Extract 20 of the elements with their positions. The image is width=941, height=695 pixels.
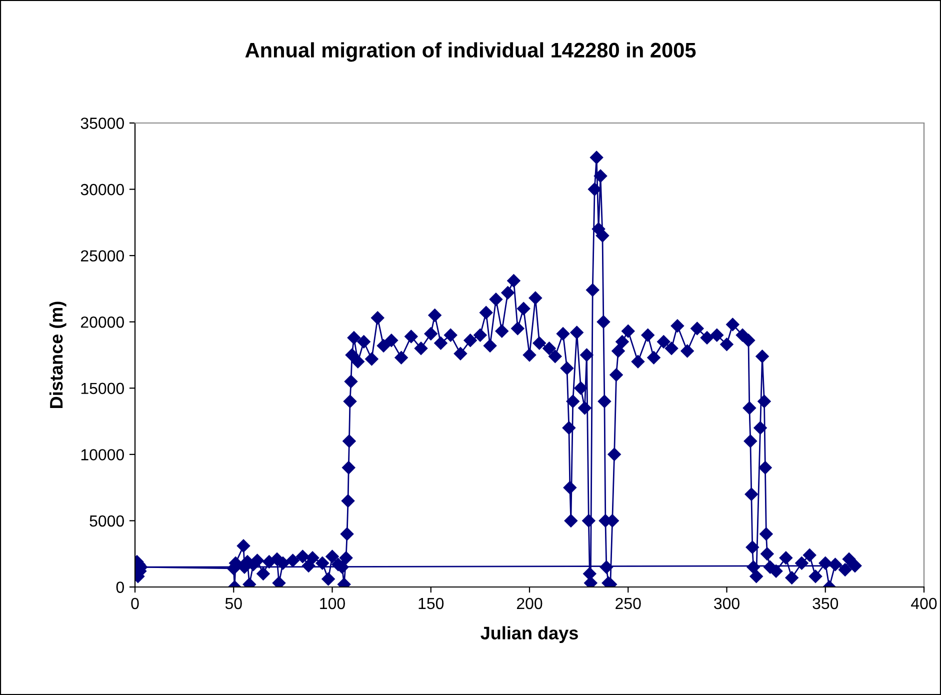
x-tick-label: 0	[131, 598, 139, 610]
x-tick-label: 300	[714, 598, 740, 610]
y-axis-title: Distance (m)	[49, 302, 66, 408]
y-tick-label: 10000	[81, 449, 124, 460]
x-tick-label: 400	[911, 598, 937, 610]
y-tick-label: 15000	[81, 382, 124, 394]
x-tick-label: 150	[418, 598, 444, 610]
x-axis-title: Julian days	[480, 626, 578, 644]
y-tick-label: 0	[116, 582, 124, 593]
y-tick-label: 5000	[90, 515, 124, 527]
y-tick-label: 20000	[80, 316, 124, 328]
y-tick-label: 35000	[80, 118, 124, 129]
x-tick-label: 50	[225, 598, 242, 610]
chart-title: Annual migration of individual 142280 in 2005	[245, 42, 696, 62]
x-tick-label: 100	[320, 598, 345, 610]
y-tick-label: 25000	[80, 250, 124, 262]
y-tick-label: 30000	[80, 184, 124, 196]
x-tick-label: 250	[616, 598, 641, 610]
x-tick-label: 200	[516, 598, 542, 610]
x-tick-label: 350	[812, 598, 838, 610]
